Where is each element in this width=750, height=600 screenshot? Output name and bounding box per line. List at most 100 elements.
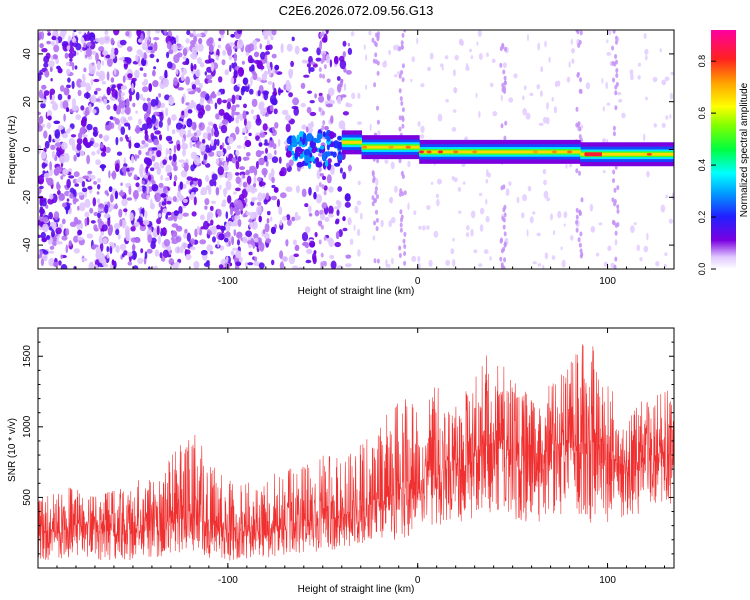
heatmap-cell [113, 103, 117, 111]
heatmap-cell [485, 198, 488, 205]
heatmap-cell [250, 238, 255, 246]
heatmap-cell [86, 216, 90, 226]
heatmap-cell [106, 58, 113, 67]
heatmap-cell [575, 227, 579, 233]
x-tick-label: -100 [218, 575, 238, 586]
heatmap-cell [53, 44, 60, 53]
heatmap-cell [265, 45, 270, 51]
heatmap-cell [401, 63, 405, 69]
heatmap-cell [168, 49, 174, 55]
heatmap-cell [62, 100, 69, 110]
heatmap-cell [205, 74, 213, 80]
heatmap-cell [353, 140, 356, 144]
heatmap-cell [345, 263, 352, 268]
heatmap-cell [71, 105, 79, 112]
heatmap-cell [58, 125, 64, 130]
heatmap-cell [50, 144, 56, 151]
heatmap-cell [435, 150, 438, 154]
heatmap-cell [428, 259, 433, 267]
heatmap-cell [148, 150, 153, 159]
y-tick-label: 1000 [22, 415, 33, 438]
heatmap-cell [125, 134, 128, 140]
heatmap-cell [301, 59, 307, 64]
heatmap-cell [108, 186, 113, 193]
heatmap-cell [353, 224, 356, 231]
heatmap-cell [612, 178, 615, 184]
heatmap-cell [544, 252, 549, 260]
heatmap-cell [546, 197, 551, 202]
heatmap-cell [522, 194, 527, 202]
heatmap-cell [299, 131, 304, 137]
heatmap-cell [213, 51, 217, 57]
heatmap-cell [462, 181, 466, 185]
heatmap-cell [86, 123, 93, 131]
heatmap-cell [217, 44, 221, 49]
heatmap-cell [503, 212, 507, 218]
heatmap-cell [329, 254, 335, 260]
heatmap-cell [68, 127, 72, 131]
heatmap-cell [327, 158, 332, 164]
heatmap-cell [285, 114, 292, 121]
heatmap-cell [279, 220, 283, 226]
heatmap-cell [375, 209, 378, 215]
heatmap-cell [253, 115, 257, 121]
heatmap-cell [372, 58, 376, 64]
heatmap-cell [132, 244, 136, 250]
heatmap-cell [173, 37, 177, 45]
heatmap-cell [185, 38, 190, 44]
heatmap-cell [668, 152, 671, 156]
heatmap-cell [545, 150, 548, 154]
heatmap-cell [88, 261, 94, 269]
heatmap-cell [579, 30, 583, 36]
heatmap-cell [589, 203, 594, 212]
heatmap-cell [285, 186, 293, 192]
heatmap-cell [40, 258, 45, 266]
heatmap-cell [611, 197, 615, 203]
heatmap-cell [93, 211, 99, 217]
heatmap-cell [188, 91, 195, 95]
heatmap-cell [235, 261, 242, 267]
heatmap-cell [69, 193, 74, 199]
heatmap-cell [609, 152, 612, 156]
heatmap-cell [79, 150, 85, 157]
heatmap-cell [211, 225, 217, 236]
heatmap-cell [575, 122, 579, 128]
heatmap-cell [403, 251, 407, 257]
heatmap-cell [263, 155, 268, 162]
heatmap-cell [38, 32, 42, 41]
heatmap-cell [612, 77, 615, 83]
heatmap-cell [341, 140, 344, 144]
heatmap-cell [235, 116, 240, 124]
heatmap-cell [540, 150, 543, 154]
heatmap-cell [259, 101, 265, 109]
heatmap-cell [489, 256, 492, 261]
heatmap-cell [316, 169, 321, 180]
heatmap-cell [262, 229, 266, 235]
heatmap-cell [660, 204, 666, 213]
heatmap-cell [131, 155, 135, 164]
heatmap-cell [152, 80, 159, 88]
heatmap-cell [227, 136, 234, 145]
heatmap-cell [262, 30, 269, 37]
heatmap-cell [608, 30, 612, 36]
heatmap-cell [354, 205, 359, 214]
heatmap-cell [360, 140, 362, 144]
heatmap-cell [271, 30, 277, 36]
heatmap-cell [76, 137, 83, 145]
heatmap-cell [524, 150, 526, 154]
heatmap-cell [258, 215, 262, 223]
heatmap-cell [120, 219, 127, 229]
heatmap-cell [330, 115, 334, 124]
heatmap-cell [141, 180, 145, 185]
heatmap-cell [139, 163, 144, 173]
heatmap-cell [539, 90, 543, 97]
heatmap-cell [403, 244, 407, 249]
heatmap-cell [401, 32, 405, 38]
heatmap-cell [92, 197, 97, 207]
heatmap-cell [379, 145, 382, 149]
heatmap-cell [212, 236, 216, 243]
heatmap-cell [150, 202, 155, 210]
heatmap-cell [77, 236, 84, 241]
heatmap-cell [86, 233, 94, 239]
heatmap-cell [398, 253, 402, 258]
